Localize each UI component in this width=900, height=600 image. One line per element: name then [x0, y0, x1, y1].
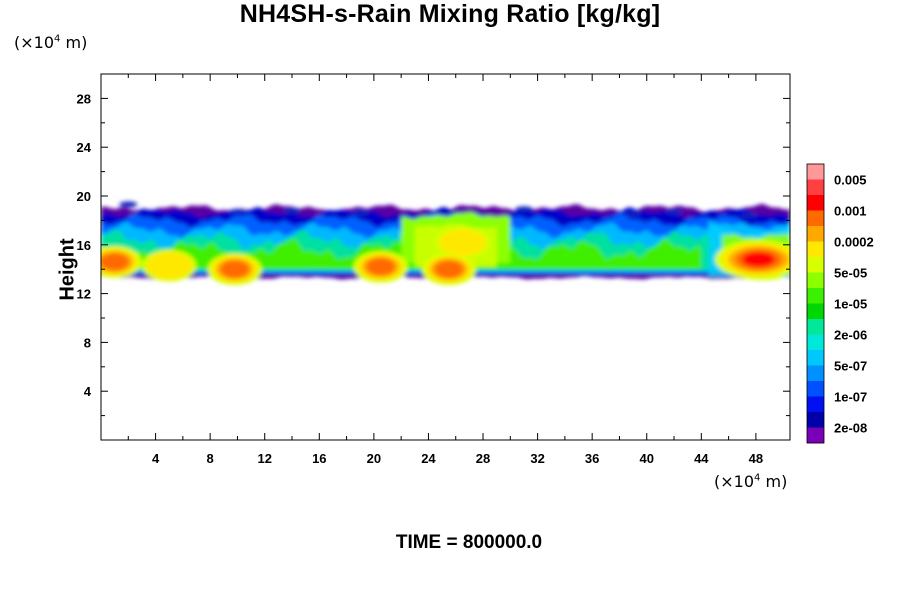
x-tick-label: 28 [476, 451, 490, 466]
colorbar-swatch [807, 226, 824, 242]
x-tick-label: 4 [152, 451, 160, 466]
y-tick-label: 28 [77, 91, 91, 106]
colorbar-label: 5e-05 [834, 266, 867, 281]
fragment [283, 207, 302, 214]
colorbar-label: 0.001 [834, 204, 867, 219]
x-tick-label: 16 [312, 451, 326, 466]
x-tick-label: 32 [530, 451, 544, 466]
chart-title: NH4SH-s-Rain Mixing Ratio [kg/kg] [239, 0, 661, 28]
x-tick-label: 48 [749, 451, 763, 466]
y-tick-label: 16 [77, 238, 91, 253]
colorbar-label: 0.0002 [834, 235, 874, 250]
colorbar-swatch [807, 303, 824, 320]
colorbar-label: 1e-07 [834, 390, 867, 405]
colorbar-swatch [807, 210, 824, 227]
colorbar-label: 2e-06 [834, 328, 867, 343]
colorbar-label: 2e-08 [834, 421, 867, 436]
x-tick-label: 20 [367, 451, 381, 466]
x-unit-suffix: m) [760, 472, 788, 491]
y-tick-label: 12 [77, 287, 91, 302]
time-label: TIME = 800000.0 [395, 532, 543, 553]
x-tick-label: 36 [585, 451, 599, 466]
fragment [228, 208, 247, 215]
colorbar-swatch [807, 427, 824, 444]
y-tick-label: 4 [84, 384, 92, 399]
colorbar-swatch [807, 272, 824, 289]
y-tick-label: 24 [77, 140, 92, 155]
hotspot-1 [146, 252, 193, 279]
hotspot-4 [434, 260, 464, 278]
y-axis-unit: (×104 m) [14, 33, 87, 52]
y-unit-exponent: 4 [54, 33, 61, 45]
hotspot-3 [366, 258, 395, 276]
hotspot-2 [220, 260, 249, 278]
x-unit-prefix: (×10 [714, 472, 755, 491]
y-tick-label: 20 [77, 189, 91, 204]
fragment [624, 211, 643, 218]
hotspot-0 [101, 253, 129, 271]
colorbar-swatch [807, 288, 824, 304]
colorbar-swatch [807, 365, 824, 382]
colorbar-swatch [807, 179, 824, 196]
fragment [351, 210, 370, 217]
fragment [119, 201, 138, 208]
x-axis: 4 8 12 16 20 24 28 32 36 40 44 48 [127, 74, 763, 466]
colorbar-label: 5e-07 [834, 359, 867, 374]
colorbar-swatch [807, 350, 824, 366]
x-tick-label: 40 [640, 451, 654, 466]
field-layers [101, 201, 790, 286]
y-unit-suffix: m) [60, 33, 88, 52]
fragment [514, 206, 533, 213]
y-unit-prefix: (×10 [14, 33, 55, 52]
colorbar-frame [806, 163, 825, 444]
colorbar-swatch [807, 195, 824, 211]
colorbar-swatch [807, 396, 824, 413]
hotspot-5 [439, 228, 486, 256]
fragment [740, 212, 759, 219]
colorbar-swatch [807, 241, 824, 258]
y-axis: 4 8 12 16 20 24 28 [77, 91, 790, 417]
fragment [665, 208, 684, 215]
x-tick-label: 12 [257, 451, 271, 466]
x-unit-exponent: 4 [754, 472, 761, 484]
plot-frame [100, 73, 791, 441]
colorbar-swatch [807, 412, 824, 428]
x-tick-label: 8 [207, 451, 214, 466]
y-tick-label: 8 [84, 335, 91, 350]
colorbar-swatch [807, 319, 824, 335]
colorbar: 0.005 0.001 0.0002 5e-05 1e-05 2e-06 5e-07 1e-0… [806, 163, 874, 444]
x-tick-label: 24 [421, 451, 436, 466]
colorbar-swatch [807, 164, 824, 180]
colorbar-swatch [807, 257, 824, 273]
mixing-ratio-field [101, 201, 790, 286]
x-tick-label: 44 [694, 451, 709, 466]
colorbar-swatch [807, 334, 824, 351]
x-axis-unit: (×104 m) [714, 472, 787, 491]
colorbar-label: 1e-05 [834, 297, 867, 312]
right-cell-core [742, 252, 775, 267]
colorbar-label: 0.005 [834, 173, 867, 188]
colorbar-swatch [807, 381, 824, 397]
